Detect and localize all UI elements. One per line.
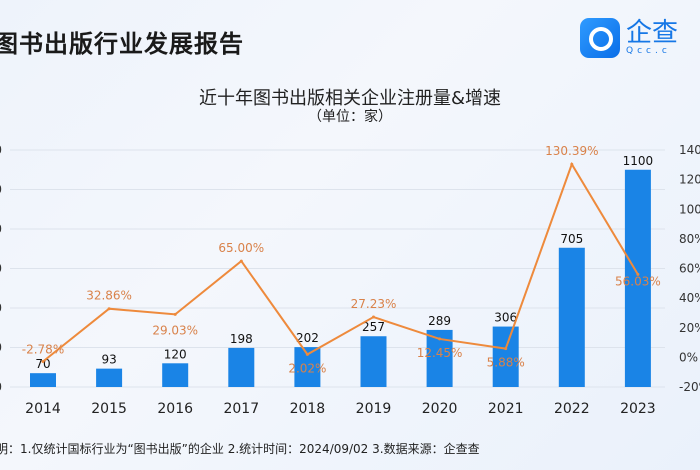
left-tick-label: 0 [0,380,2,394]
line-point [438,337,442,341]
bar [624,169,651,387]
line-point [305,352,309,356]
line-point [173,312,177,316]
right-tick-label: -20% [679,380,700,394]
right-tick-label: 20% [679,321,700,335]
line-point [570,162,574,166]
chart-title: 近十年图书出版相关企业注册量&增速 [198,88,502,109]
bar [162,363,189,387]
line-point [107,307,111,311]
left-tick-label: 0 [0,183,2,197]
bar [492,326,519,387]
left-tick-label: 0 [0,143,2,157]
bar-label: 705 [560,232,583,246]
bar-label: 289 [428,314,451,328]
left-tick-label: 0 [0,301,2,315]
bar-label: 306 [494,311,517,325]
bar [96,368,123,387]
line-label: 29.03% [152,323,198,337]
logo-text: 企查 [626,18,679,48]
bar [360,336,387,387]
line-point [504,347,508,351]
x-tick-label: 2023 [620,401,656,417]
right-tick-label: 60% [679,262,700,276]
line-label: 5.88% [487,356,525,370]
line-label: 56.03% [615,274,661,288]
right-tick-label: 100% [679,202,700,216]
line-label: 32.86% [86,289,132,303]
line-label: 65.00% [218,241,264,255]
bar-label: 93 [101,353,116,367]
x-tick-label: 2016 [157,401,193,417]
bar [30,373,56,387]
line-label: 12.45% [417,346,463,360]
right-tick-label: 140% [679,143,700,157]
line-point [239,259,243,263]
report-title: 图书出版行业发展报告 [0,30,244,58]
bar-label: 70 [35,357,50,371]
qcc-logo-icon [580,18,620,58]
x-tick-label: 2017 [223,401,259,417]
x-tick-label: 2018 [290,401,326,417]
line-point [41,359,45,363]
left-tick-label: 0 [0,341,2,355]
logo-sub: Qcc.c [626,46,671,56]
right-tick-label: 120% [679,173,700,187]
bar-label: 120 [164,347,187,361]
bar [228,347,255,387]
bar-label: 202 [296,331,319,345]
line-label: 2.02% [288,361,326,375]
line-label: 130.39% [545,144,598,158]
right-tick-label: 40% [679,291,700,305]
line-label: -2.78% [22,342,64,356]
line-label: 27.23% [351,297,397,311]
bar-label: 1100 [623,154,654,168]
x-tick-label: 2015 [91,401,127,417]
line-point [372,315,375,319]
x-tick-label: 2020 [422,401,458,417]
chart-subtitle: （单位：家） [308,109,392,125]
growth-line [42,161,639,363]
left-tick-label: 0 [0,262,2,276]
footnote: 明：1.仅统计国标行业为“图书出版”的企业 2.统计时间：2024/09/02 … [0,442,480,456]
x-tick-label: 2019 [356,401,392,417]
x-tick-label: 2021 [488,401,524,417]
right-tick-label: 80% [679,232,700,246]
bar-label: 257 [362,320,385,334]
left-tick-label: 0 [0,222,2,236]
bar [558,247,585,387]
right-tick-label: 0% [679,350,698,364]
x-tick-label: 2022 [554,401,590,417]
qcc-logo: 企查 Qcc.c [580,18,678,58]
line-point [636,272,640,276]
x-tick-label: 2014 [25,401,61,417]
bar-label: 198 [230,332,253,346]
